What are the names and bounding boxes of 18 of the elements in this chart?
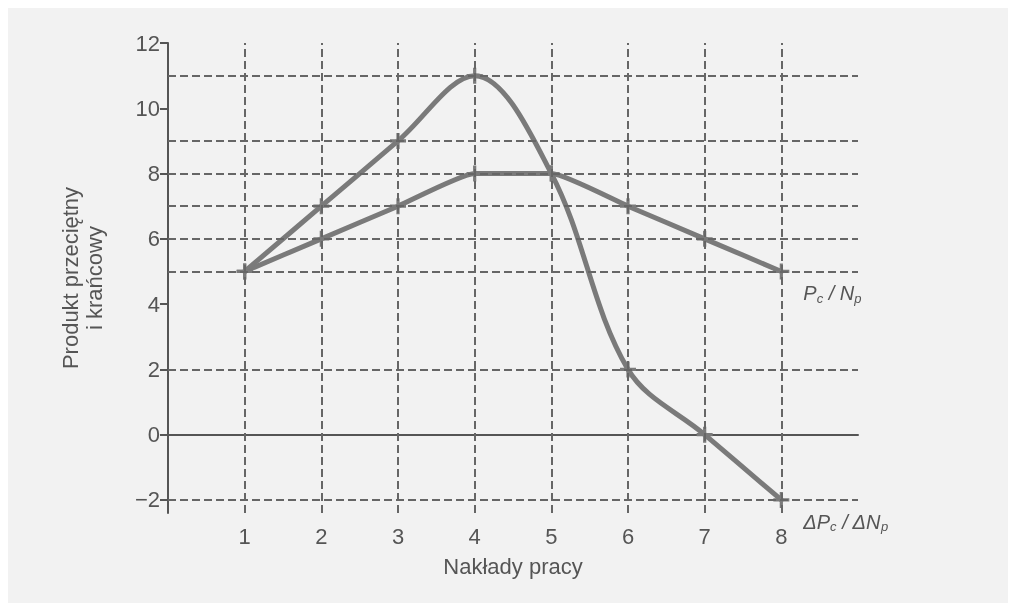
x-tick-label: 5 — [545, 523, 558, 549]
x-tick-label: 8 — [775, 523, 788, 549]
y-tick-label: 4 — [147, 291, 160, 317]
y-tick-label: 0 — [147, 422, 160, 448]
x-tick-label: 2 — [315, 523, 328, 549]
y-tick-label: −2 — [134, 487, 160, 513]
x-tick-label: 3 — [391, 523, 405, 549]
x-axis-title: Nakłady pracy — [443, 553, 583, 579]
x-tick-label: 7 — [698, 523, 711, 549]
x-tick-label: 4 — [468, 523, 481, 549]
y-tick-label: 2 — [147, 356, 160, 382]
y-tick-label: 8 — [147, 161, 160, 187]
y-tick-label: 10 — [135, 95, 160, 121]
y-tick-label: 12 — [135, 30, 160, 56]
y-axis-title: Produkt przeciętny i krańcowy — [57, 186, 107, 370]
x-tick-label: 1 — [238, 523, 251, 549]
x-tick-label: 6 — [621, 523, 635, 549]
y-tick-label: 6 — [147, 226, 160, 252]
